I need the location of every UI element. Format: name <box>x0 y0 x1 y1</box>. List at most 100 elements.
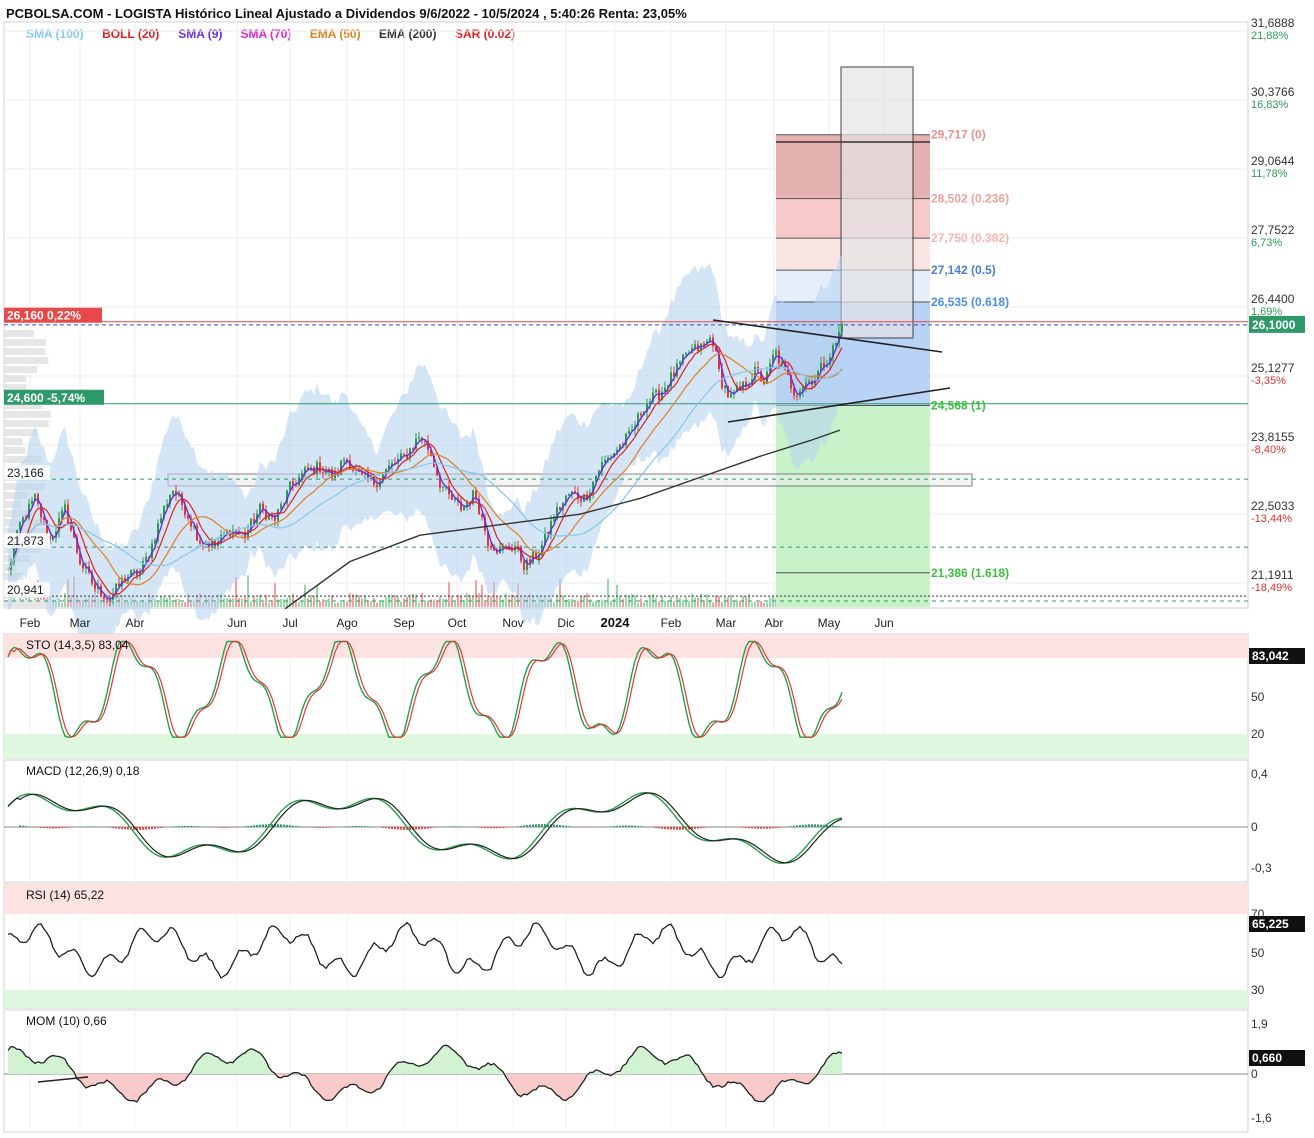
level-label: 21,873 <box>7 534 44 548</box>
bollinger-fill <box>8 254 842 656</box>
mom-tick: 1,9 <box>1251 1017 1268 1031</box>
mom-tick: -1,6 <box>1251 1111 1272 1125</box>
price-tick-label: 31,6888 <box>1251 16 1295 30</box>
sto-panel: STO (14,3,5) 83,04 50 20 83,042 <box>3 633 1305 759</box>
price-tick-label: 26,4400 <box>1251 292 1295 306</box>
sto-label: STO (14,3,5) 83,04 <box>26 638 129 652</box>
price-tick-label: 23,8155 <box>1251 430 1295 444</box>
indicator-label: EMA (50) <box>310 27 361 41</box>
rsi-tick: 50 <box>1251 946 1265 960</box>
level-label: 23,166 <box>7 466 44 480</box>
mom-panel: MOM (10) 0,66 1,9 0 -1,6 0,660 <box>3 1009 1305 1133</box>
price-tick-label: 25,1277 <box>1251 361 1295 375</box>
date-tick-label: Jun <box>227 616 246 630</box>
ema-200-line <box>284 429 841 610</box>
fib-level-label: 27,142 (0.5) <box>931 263 996 277</box>
fib-level-label: 29,717 (0) <box>931 128 986 142</box>
last-price-badge: 26,1000 <box>1252 318 1296 332</box>
boll-mid-line <box>7 343 843 596</box>
mom-label: MOM (10) 0,66 <box>26 1014 107 1028</box>
level-lines <box>4 321 1248 602</box>
fib-level-label: 21,386 (1.618) <box>931 566 1009 580</box>
price-tick-label: 21,1911 <box>1251 568 1294 582</box>
macd-tick: -0,3 <box>1251 861 1272 875</box>
fib-level-label: 26,535 (0.618) <box>931 295 1009 309</box>
price-tick-label: 29,0644 <box>1251 154 1295 168</box>
indicator-label: SMA (70) <box>241 27 292 41</box>
indicator-legend: SMA (100) BOLL (20) SMA (9) SMA (70) EMA (50… <box>26 27 515 41</box>
macd-signal-line <box>7 792 843 864</box>
level-label-green: 24,600 -5,74% <box>7 391 85 405</box>
date-tick-label: Nov <box>502 616 523 630</box>
price-tick-pct: 6,73% <box>1251 237 1282 249</box>
price-tick-pct: -8,40% <box>1251 444 1286 456</box>
sto-badge: 83,042 <box>1252 649 1289 663</box>
sma-9-line <box>7 332 843 600</box>
date-tick-label: Oct <box>448 616 467 630</box>
sma-100-line <box>7 366 843 571</box>
moving-averages <box>7 332 843 610</box>
indicator-label: BOLL (20) <box>102 27 159 41</box>
price-tick-pct: -13,44% <box>1251 513 1292 525</box>
mom-line <box>7 1044 843 1103</box>
date-tick-label: May <box>818 616 841 630</box>
date-tick-label: Jul <box>282 616 297 630</box>
date-tick-label: Ago <box>336 616 358 630</box>
price-tick-pct: 11,78% <box>1251 168 1288 180</box>
price-panel: 29,717 (0) 28,502 (0.236) 27,750 (0.382) 27… <box>3 16 1305 656</box>
price-tick-label: 22,5033 <box>1251 499 1295 513</box>
indicator-label: SAR (0.02) <box>455 27 515 41</box>
sto-tick: 20 <box>1251 727 1265 741</box>
price-tick-pct: 16,83% <box>1251 99 1289 111</box>
indicator-label: SMA (100) <box>26 27 84 41</box>
date-tick-label: Feb <box>20 616 41 630</box>
rsi-label: RSI (14) 65,22 <box>26 888 104 902</box>
macd-line <box>7 792 843 865</box>
macd-tick: 0 <box>1251 820 1258 834</box>
price-tick-pct: -3,35% <box>1251 375 1286 387</box>
price-tick-pct: 21,88% <box>1251 30 1289 42</box>
mom-badge: 0,660 <box>1252 1051 1282 1065</box>
level-label: 20,941 <box>7 583 44 597</box>
mom-positive-fill <box>8 1045 842 1074</box>
fib-level-label: 27,750 (0.382) <box>931 231 1009 245</box>
date-axis: Feb Mar Abr Jun Jul Ago Sep Oct Nov Dic 2024 Feb Mar… <box>20 615 894 630</box>
sto-d-line <box>7 640 843 738</box>
bollinger-band <box>8 254 842 656</box>
trendlines <box>712 319 951 423</box>
price-tick-label: 30,3766 <box>1251 85 1295 99</box>
fib-level-label: 28,502 (0.236) <box>931 192 1009 206</box>
rsi-badge: 65,225 <box>1252 917 1289 931</box>
rsi-line <box>7 921 843 979</box>
date-tick-label: Abr <box>126 616 145 630</box>
ema-50-line <box>7 353 843 586</box>
fibonacci-zones <box>167 66 973 607</box>
chart-title: PCBOLSA.COM - LOGISTA Histórico Lineal A… <box>6 6 687 21</box>
price-tick-label: 27,7522 <box>1251 223 1295 237</box>
macd-panel: MACD (12,26,9) 0,18 0,4 0 -0,3 <box>3 759 1272 883</box>
mom-tick: 0 <box>1251 1067 1258 1081</box>
price-tick-pct: 1,69% <box>1251 306 1282 318</box>
indicator-label: EMA (200) <box>379 27 437 41</box>
date-tick-label: Feb <box>661 616 682 630</box>
date-tick-label: Sep <box>393 616 415 630</box>
date-tick-label: Dic <box>557 616 574 630</box>
date-tick-label: Mar <box>716 616 737 630</box>
fib-level-label: 24,568 (1) <box>931 398 986 412</box>
price-tick-pct: -18,49% <box>1251 582 1292 594</box>
rsi-tick: 30 <box>1251 983 1265 997</box>
macd-label: MACD (12,26,9) 0,18 <box>26 764 140 778</box>
level-labels: 26,160 0,22% 24,600 -5,74% 23,166 21,873 20,… <box>4 307 104 598</box>
sto-k-line <box>7 640 843 738</box>
level-label-red: 26,160 0,22% <box>7 309 81 323</box>
sto-tick: 50 <box>1251 690 1265 704</box>
date-tick-label: Jun <box>874 616 893 630</box>
indicator-label: SMA (9) <box>178 27 222 41</box>
macd-tick: 0,4 <box>1251 767 1268 781</box>
date-tick-label: 2024 <box>601 615 631 630</box>
date-tick-label: Abr <box>765 616 784 630</box>
mom-negative-fill <box>8 1074 842 1102</box>
